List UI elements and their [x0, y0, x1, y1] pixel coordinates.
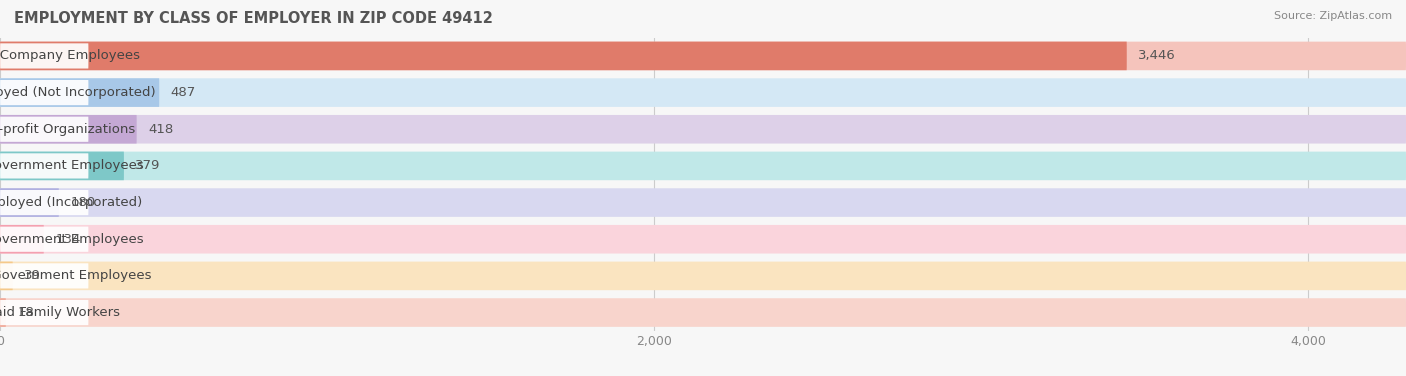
- FancyBboxPatch shape: [0, 262, 1406, 290]
- Text: State Government Employees: State Government Employees: [0, 233, 143, 246]
- FancyBboxPatch shape: [0, 43, 89, 68]
- FancyBboxPatch shape: [0, 117, 89, 142]
- Text: 418: 418: [148, 123, 173, 136]
- Text: 180: 180: [70, 196, 96, 209]
- Text: Private Company Employees: Private Company Employees: [0, 49, 139, 62]
- FancyBboxPatch shape: [0, 152, 1406, 180]
- Text: 487: 487: [170, 86, 195, 99]
- FancyBboxPatch shape: [0, 300, 89, 325]
- Text: 379: 379: [135, 159, 160, 173]
- FancyBboxPatch shape: [0, 78, 1406, 107]
- FancyBboxPatch shape: [0, 152, 124, 180]
- FancyBboxPatch shape: [0, 263, 89, 288]
- FancyBboxPatch shape: [0, 225, 44, 253]
- Text: 39: 39: [24, 269, 41, 282]
- Text: Unpaid Family Workers: Unpaid Family Workers: [0, 306, 121, 319]
- Text: Self-Employed (Not Incorporated): Self-Employed (Not Incorporated): [0, 86, 156, 99]
- Text: Local Government Employees: Local Government Employees: [0, 159, 143, 173]
- Text: Source: ZipAtlas.com: Source: ZipAtlas.com: [1274, 11, 1392, 21]
- FancyBboxPatch shape: [0, 298, 6, 327]
- Text: 18: 18: [17, 306, 34, 319]
- FancyBboxPatch shape: [0, 227, 89, 252]
- FancyBboxPatch shape: [0, 188, 1406, 217]
- Text: EMPLOYMENT BY CLASS OF EMPLOYER IN ZIP CODE 49412: EMPLOYMENT BY CLASS OF EMPLOYER IN ZIP C…: [14, 11, 494, 26]
- FancyBboxPatch shape: [0, 225, 1406, 253]
- FancyBboxPatch shape: [0, 153, 89, 179]
- FancyBboxPatch shape: [0, 115, 136, 144]
- Text: 3,446: 3,446: [1137, 49, 1175, 62]
- Text: 134: 134: [55, 233, 80, 246]
- FancyBboxPatch shape: [0, 78, 159, 107]
- FancyBboxPatch shape: [0, 298, 1406, 327]
- Text: Self-Employed (Incorporated): Self-Employed (Incorporated): [0, 196, 142, 209]
- FancyBboxPatch shape: [0, 42, 1406, 70]
- FancyBboxPatch shape: [0, 42, 1126, 70]
- FancyBboxPatch shape: [0, 115, 1406, 144]
- FancyBboxPatch shape: [0, 188, 59, 217]
- FancyBboxPatch shape: [0, 80, 89, 105]
- FancyBboxPatch shape: [0, 190, 89, 215]
- Text: Federal Government Employees: Federal Government Employees: [0, 269, 150, 282]
- FancyBboxPatch shape: [0, 262, 13, 290]
- Text: Not-for-profit Organizations: Not-for-profit Organizations: [0, 123, 135, 136]
